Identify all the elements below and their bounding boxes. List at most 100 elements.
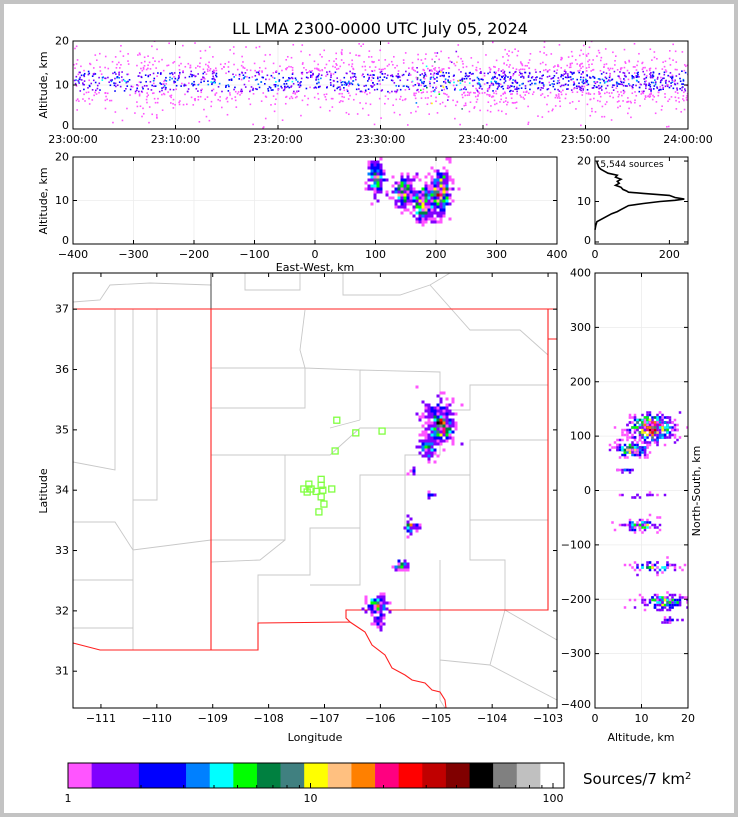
plan-point — [421, 454, 425, 458]
time-height-point — [609, 67, 612, 70]
time-height-point — [674, 68, 677, 71]
time-height-point — [140, 67, 142, 70]
ew-point — [424, 196, 428, 200]
time-height-point — [612, 84, 614, 86]
time-height-point — [564, 83, 567, 86]
time-height-point — [291, 77, 294, 80]
time-height-point — [623, 66, 626, 69]
ew-point — [379, 181, 383, 185]
time-height-point — [179, 100, 181, 102]
ns-cluster — [623, 556, 699, 577]
time-height-point — [561, 57, 563, 59]
ew-point — [403, 187, 407, 191]
time-height-point — [178, 68, 181, 71]
time-height-point — [645, 85, 647, 87]
time-height-point — [511, 82, 514, 84]
plan-point — [421, 424, 425, 428]
time-height-point — [317, 74, 320, 77]
ew-point — [433, 178, 437, 182]
time-height-point — [171, 77, 173, 80]
time-height-point — [553, 83, 555, 85]
time-height-point — [213, 71, 215, 74]
time-height-point — [119, 67, 121, 69]
plan-point — [370, 613, 374, 617]
time-height-point — [502, 101, 505, 103]
time-height-point — [461, 96, 464, 99]
ns-point — [641, 451, 644, 454]
time-height-point — [171, 72, 173, 74]
time-height-point — [141, 86, 144, 88]
ew-point — [436, 214, 440, 218]
time-height-point — [365, 84, 367, 87]
time-height-point — [627, 112, 629, 115]
time-height-point — [143, 65, 146, 67]
ns-point — [641, 531, 644, 534]
time-height-point — [244, 86, 247, 88]
time-height-point — [309, 70, 311, 72]
time-height-point — [503, 81, 506, 84]
time-height-point — [575, 85, 578, 88]
time-height-point — [102, 76, 105, 78]
ew-point — [376, 184, 380, 188]
time-height-point — [500, 110, 503, 113]
time-height-point — [500, 94, 502, 97]
time-height-point — [668, 75, 671, 78]
time-height-point — [318, 73, 320, 75]
time-height-point — [527, 105, 529, 108]
time-height-point — [576, 78, 579, 81]
plan-point — [415, 412, 419, 416]
time-height-point — [599, 81, 602, 84]
plan-point — [373, 601, 377, 605]
ew-point — [376, 172, 380, 176]
ew-point — [445, 199, 449, 203]
time-height-point — [156, 75, 158, 78]
time-height-point — [453, 88, 456, 91]
plan-point — [376, 607, 380, 611]
ns-point — [696, 564, 699, 567]
time-height-point — [655, 67, 657, 70]
ew-point — [427, 193, 431, 197]
time-height-point — [190, 96, 193, 99]
ew-point — [436, 184, 440, 188]
time-height-point — [537, 115, 539, 117]
time-height-point — [100, 73, 103, 75]
ns-point — [623, 468, 627, 472]
ew-point — [439, 178, 443, 182]
time-height-point — [591, 69, 594, 71]
time-height-point — [463, 104, 466, 107]
ew-point — [418, 205, 422, 209]
time-height-point — [82, 98, 84, 100]
time-height-point — [450, 61, 453, 64]
time-height-point — [313, 96, 316, 99]
time-height-point — [396, 64, 398, 67]
time-height-point — [298, 86, 301, 88]
time-height-point — [592, 75, 594, 78]
time-height-point — [586, 88, 589, 91]
ns-cluster — [661, 616, 684, 624]
time-height-point — [270, 89, 273, 91]
time-height-point — [91, 89, 94, 91]
time-height-point — [152, 57, 154, 59]
time-height-point — [352, 80, 355, 82]
time-height-point — [535, 71, 537, 73]
time-height-point — [653, 51, 656, 53]
time-height-point — [379, 83, 381, 85]
time-height-point — [147, 94, 149, 96]
ns-point — [656, 443, 659, 447]
time-height-point — [361, 65, 364, 68]
time-height-point — [563, 70, 566, 72]
time-height-point — [145, 98, 148, 101]
time-height-point — [578, 54, 581, 57]
ns-point — [658, 516, 662, 519]
ew-point — [394, 181, 398, 185]
ew-point — [373, 163, 377, 167]
time-height-point — [301, 63, 304, 65]
time-height-point — [562, 89, 564, 92]
time-height-point — [307, 97, 310, 100]
plan-point — [427, 451, 431, 455]
ns-point — [633, 418, 637, 422]
time-height-point — [622, 100, 624, 102]
time-height-point — [561, 84, 563, 87]
time-height-point — [586, 103, 589, 106]
plan-point — [439, 430, 443, 434]
